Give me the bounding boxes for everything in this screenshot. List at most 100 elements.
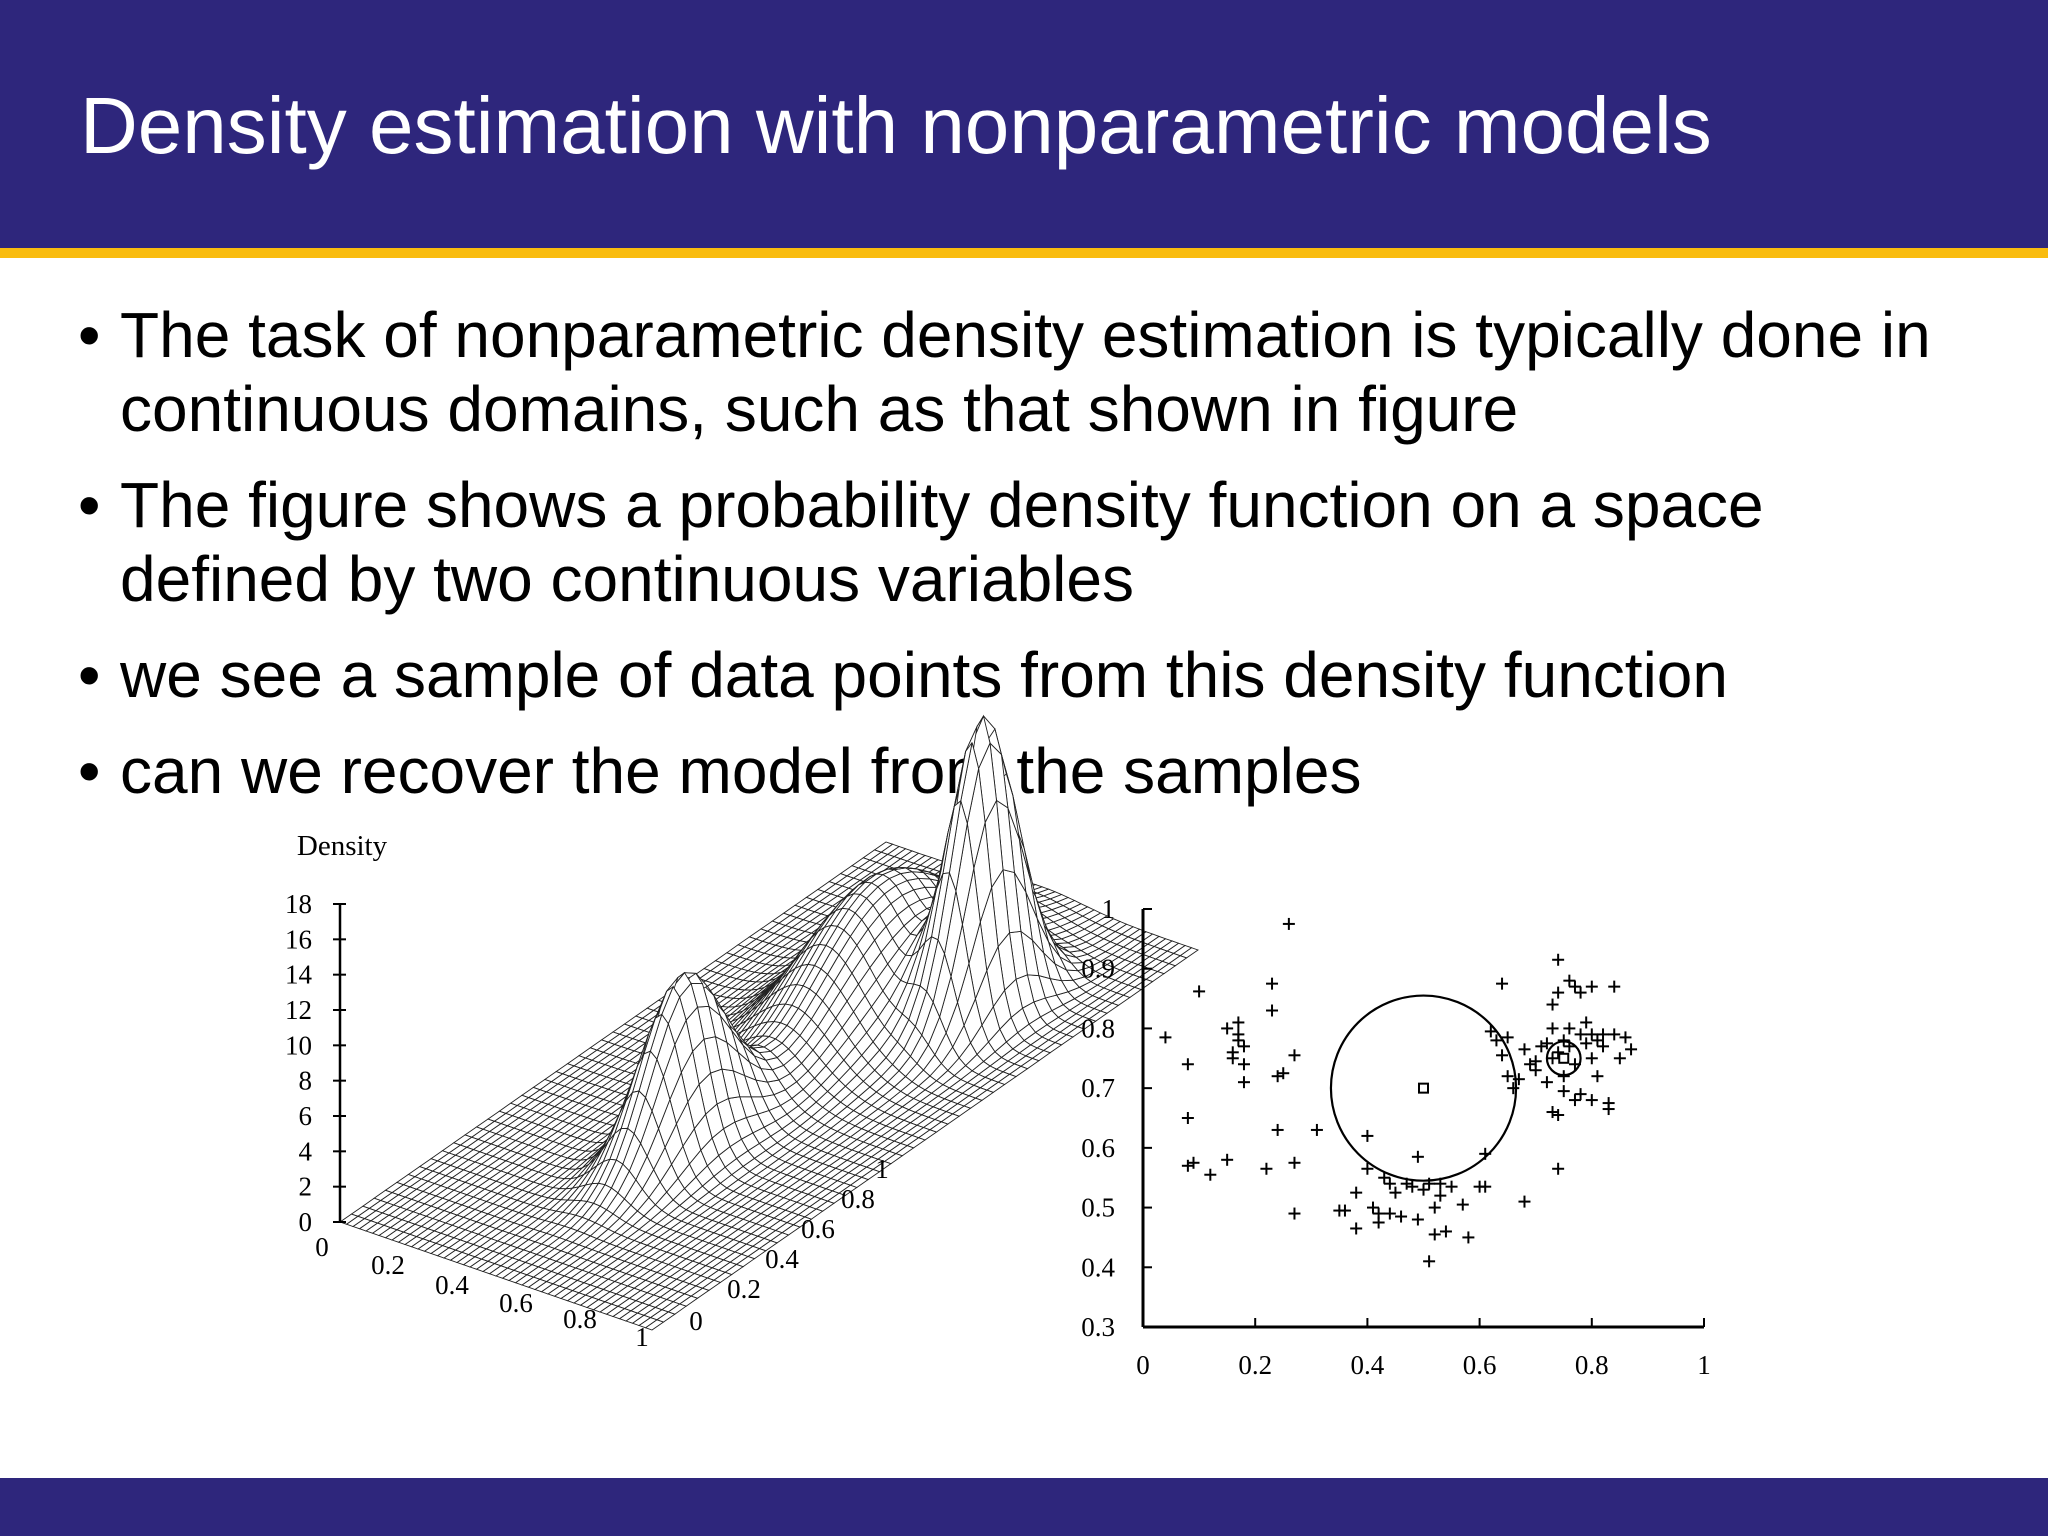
sample-point bbox=[1266, 977, 1279, 990]
sample-point bbox=[1361, 1129, 1374, 1142]
bullet-text: The figure shows a probability density f… bbox=[120, 469, 1764, 615]
sample-point bbox=[1417, 1183, 1430, 1196]
sample-point bbox=[1181, 1159, 1194, 1172]
sample-point bbox=[1226, 1052, 1239, 1065]
density-tick-label: 4 bbox=[299, 1136, 313, 1166]
sample-point bbox=[1563, 974, 1576, 987]
sample-point bbox=[1524, 1058, 1537, 1071]
sample-point bbox=[1529, 1055, 1542, 1068]
sample-point bbox=[1552, 953, 1565, 966]
bullet-item: • The figure shows a probability density… bbox=[78, 468, 1978, 616]
density-surface-plot: 024681012141618Density00.20.40.60.8100.2… bbox=[285, 714, 1199, 1352]
sample-point bbox=[1518, 1195, 1531, 1208]
sample-point bbox=[1434, 1189, 1447, 1202]
sample-point bbox=[1501, 1070, 1514, 1083]
sample-point bbox=[1310, 1123, 1323, 1136]
y-tick-label: 1 bbox=[1102, 894, 1116, 924]
sample-point bbox=[1552, 986, 1565, 999]
sample-point bbox=[1372, 1207, 1385, 1220]
sample-point bbox=[1608, 1028, 1621, 1041]
y-tick-label: 0.3 bbox=[1081, 1312, 1115, 1342]
sample-point bbox=[1288, 1156, 1301, 1169]
sample-point bbox=[1406, 1180, 1419, 1193]
sample-point bbox=[1535, 1040, 1548, 1053]
sample-point bbox=[1552, 1109, 1565, 1122]
bullet-item: • The task of nonparametric density esti… bbox=[78, 298, 1978, 446]
sample-point bbox=[1277, 1067, 1290, 1080]
sample-point bbox=[1518, 1043, 1531, 1056]
x-tick-label: 0.6 bbox=[499, 1288, 533, 1318]
sample-point bbox=[1266, 1004, 1279, 1017]
sample-point bbox=[1383, 1207, 1396, 1220]
density-axis-label: Density bbox=[297, 830, 388, 862]
sample-point bbox=[1350, 1222, 1363, 1235]
center-marker bbox=[1558, 1052, 1570, 1064]
sample-point bbox=[1597, 1028, 1610, 1041]
sample-point bbox=[1574, 1028, 1587, 1041]
x-tick-label: 0 bbox=[315, 1232, 329, 1262]
sample-point bbox=[1282, 917, 1295, 930]
x-tick-label: 0 bbox=[1136, 1350, 1150, 1380]
bullet-list: • The task of nonparametric density esti… bbox=[78, 298, 1978, 830]
x-tick-label: 1 bbox=[635, 1322, 649, 1352]
title-bar: Density estimation with nonparametric mo… bbox=[0, 0, 2048, 248]
sample-point bbox=[1557, 1070, 1570, 1083]
sample-point bbox=[1479, 1180, 1492, 1193]
surface-wireframe bbox=[339, 714, 1199, 1331]
sample-point bbox=[1479, 1147, 1492, 1160]
sample-point bbox=[1428, 1228, 1441, 1241]
x-tick-label: 0.8 bbox=[563, 1304, 597, 1334]
sample-point bbox=[1507, 1082, 1520, 1095]
sample-point bbox=[1383, 1177, 1396, 1190]
bullet-item: • we see a sample of data points from th… bbox=[78, 638, 1978, 712]
density-tick-label: 18 bbox=[285, 889, 312, 919]
sample-point bbox=[1557, 1034, 1570, 1047]
bullet-marker: • bbox=[78, 639, 101, 711]
sample-point bbox=[1260, 1162, 1273, 1175]
sample-point bbox=[1484, 1025, 1497, 1038]
y-tick-label: 0.4 bbox=[1081, 1252, 1115, 1282]
y-tick-label: 0.6 bbox=[801, 1214, 835, 1244]
sample-point bbox=[1193, 985, 1206, 998]
y-tick-label: 0.2 bbox=[727, 1274, 761, 1304]
sample-point bbox=[1187, 1156, 1200, 1169]
sample-point bbox=[1546, 998, 1559, 1011]
y-tick-label: 0.8 bbox=[841, 1184, 875, 1214]
y-tick-label: 0.6 bbox=[1081, 1133, 1115, 1163]
sample-point bbox=[1288, 1207, 1301, 1220]
sample-point bbox=[1496, 977, 1509, 990]
sample-point bbox=[1597, 1040, 1610, 1053]
x-tick-label: 0.6 bbox=[1463, 1350, 1497, 1380]
density-tick-label: 8 bbox=[299, 1066, 313, 1096]
sample-point bbox=[1568, 1058, 1581, 1071]
sample-point bbox=[1568, 980, 1581, 993]
x-tick-label: 1 bbox=[1697, 1350, 1711, 1380]
sample-point bbox=[1445, 1180, 1458, 1193]
sample-point bbox=[1456, 1198, 1469, 1211]
sample-point bbox=[1232, 1028, 1245, 1041]
bullet-text: The task of nonparametric density estima… bbox=[120, 299, 1931, 445]
density-tick-label: 16 bbox=[285, 924, 312, 954]
sample-point bbox=[1428, 1201, 1441, 1214]
sample-point bbox=[1389, 1186, 1402, 1199]
density-tick-label: 2 bbox=[299, 1172, 313, 1202]
sample-point bbox=[1271, 1123, 1284, 1136]
density-tick-label: 14 bbox=[285, 960, 313, 990]
sample-point bbox=[1350, 1186, 1363, 1199]
accent-rule bbox=[0, 248, 2048, 258]
footer-bar bbox=[0, 1478, 2048, 1536]
sample-point bbox=[1237, 1040, 1250, 1053]
sample-point bbox=[1540, 1076, 1553, 1089]
sample-point bbox=[1439, 1225, 1452, 1238]
sample-point bbox=[1159, 1031, 1172, 1044]
bullet-marker: • bbox=[78, 299, 101, 371]
x-tick-label: 0.4 bbox=[435, 1270, 469, 1300]
bullet-marker: • bbox=[78, 735, 101, 807]
sample-point bbox=[1395, 1210, 1408, 1223]
sample-point bbox=[1625, 1043, 1638, 1056]
density-tick-label: 12 bbox=[285, 995, 312, 1025]
sample-point bbox=[1237, 1058, 1250, 1071]
density-tick-label: 10 bbox=[285, 1030, 312, 1060]
sample-point bbox=[1585, 1028, 1598, 1041]
sample-point bbox=[1591, 1034, 1604, 1047]
